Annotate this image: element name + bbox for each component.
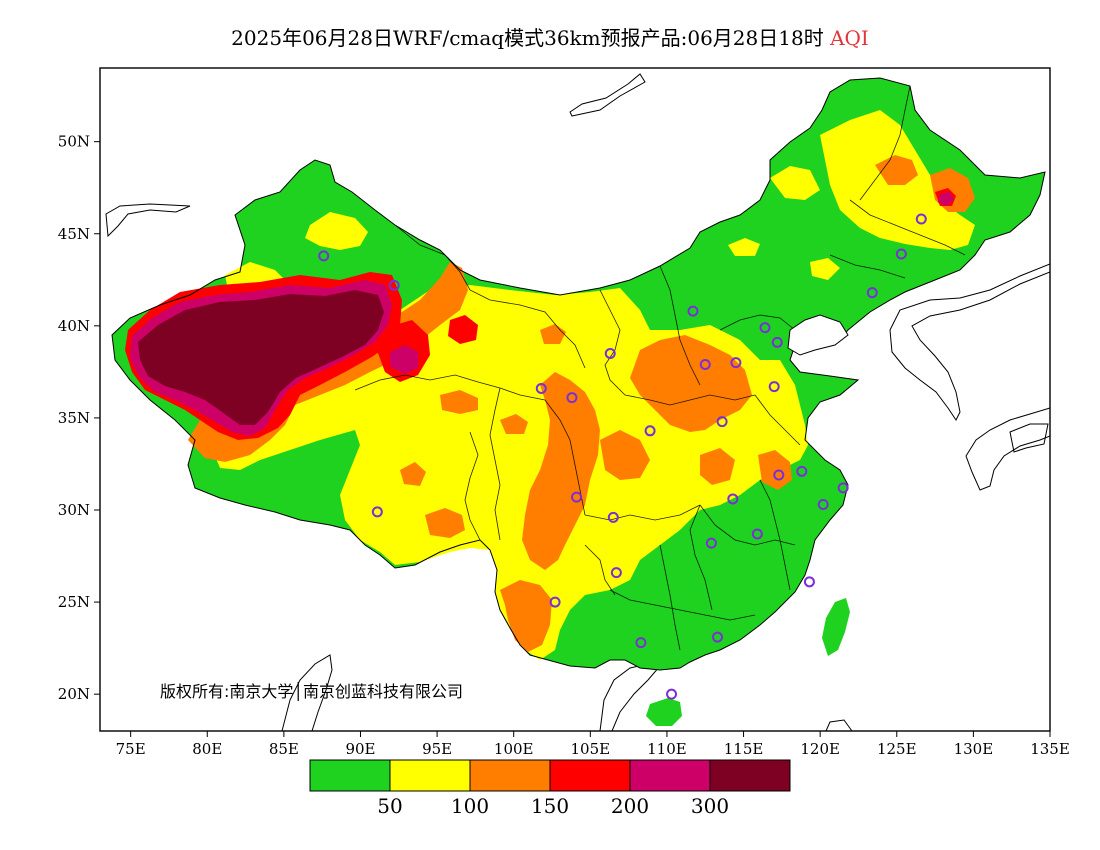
- legend-swatch: [709, 759, 791, 792]
- x-tick-label: 90E: [345, 740, 375, 758]
- city-marker: [837, 482, 849, 494]
- bohai-sea: [787, 314, 849, 356]
- color-legend: 50 100 150 200 300: [309, 759, 791, 818]
- city-marker: [666, 688, 678, 700]
- city-marker: [759, 322, 771, 334]
- city-marker: [388, 279, 400, 291]
- city-marker: [371, 506, 383, 518]
- city-marker: [318, 250, 330, 262]
- hainan-region: [646, 698, 682, 726]
- city-marker: [751, 528, 763, 540]
- y-tick-label: 40N: [58, 317, 90, 335]
- city-marker: [644, 425, 656, 437]
- y-tick-label: 45N: [58, 225, 90, 243]
- x-tick-label: 75E: [116, 740, 146, 758]
- copyright-text: 版权所有:南京大学│南京创蓝科技有限公司: [160, 681, 463, 701]
- city-marker: [535, 382, 547, 394]
- city-marker: [727, 493, 739, 505]
- legend-swatch: [309, 759, 391, 792]
- city-marker: [566, 392, 578, 404]
- x-tick-label: 120E: [800, 740, 840, 758]
- legend-swatch: [629, 759, 711, 792]
- x-tick-label: 130E: [954, 740, 994, 758]
- city-marker: [607, 511, 619, 523]
- y-tick-label: 35N: [58, 409, 90, 427]
- map-frame: [99, 67, 1051, 732]
- legend-label: 100: [451, 794, 489, 818]
- aqi-level-hazardous-regions: [138, 290, 384, 425]
- x-tick-label: 110E: [647, 740, 687, 758]
- city-marker: [549, 596, 561, 608]
- city-marker: [803, 576, 815, 588]
- legend-label: 50: [377, 794, 402, 818]
- x-tick-label: 125E: [877, 740, 917, 758]
- x-axis-ticks: 75E 80E 85E 90E 95E 100E 105E 110E 115E 120E 125E 1…: [116, 731, 1070, 758]
- legend-swatch: [389, 759, 471, 792]
- city-marker: [866, 287, 878, 299]
- city-marker: [687, 305, 699, 317]
- city-marker: [712, 631, 723, 643]
- title-variable: AQI: [830, 26, 869, 50]
- province-borders: [354, 85, 966, 651]
- legend-label: 200: [611, 794, 649, 818]
- y-tick-label: 25N: [58, 593, 90, 611]
- x-tick-label: 85E: [269, 740, 299, 758]
- legend-label: 300: [691, 794, 729, 818]
- x-tick-label: 135E: [1030, 740, 1070, 758]
- x-tick-label: 115E: [724, 740, 764, 758]
- city-marker: [771, 336, 783, 348]
- city-marker: [817, 498, 829, 510]
- y-tick-label: 20N: [58, 685, 90, 703]
- city-marker: [716, 416, 728, 428]
- city-marker: [604, 347, 616, 359]
- legend-label: 150: [531, 794, 569, 818]
- city-marker: [773, 469, 785, 481]
- city-marker: [571, 491, 583, 503]
- x-tick-label: 80E: [192, 740, 222, 758]
- legend-swatch: [549, 759, 631, 792]
- map-field-layer: 版权所有:南京大学│南京创蓝科技有限公司: [105, 73, 1050, 731]
- x-tick-label: 100E: [494, 740, 534, 758]
- city-marker: [610, 567, 622, 579]
- city-marker: [635, 637, 647, 649]
- city-marker: [705, 537, 717, 549]
- x-tick-label: 105E: [571, 740, 611, 758]
- city-marker: [699, 359, 711, 371]
- x-tick-label: 95E: [422, 740, 452, 758]
- taiwan-region: [822, 598, 850, 656]
- map-title: 2025年06月28日WRF/cmaq模式36km预报产品:06月28日18时 …: [0, 22, 1100, 51]
- city-marker: [915, 213, 927, 225]
- city-marker: [768, 381, 780, 393]
- y-tick-label: 30N: [58, 501, 90, 519]
- city-markers: [318, 213, 927, 700]
- city-marker: [796, 465, 808, 477]
- legend-swatch: [469, 759, 551, 792]
- y-axis-ticks: 20N 25N 30N 35N 40N 45N 50N: [58, 133, 100, 703]
- city-marker: [730, 357, 742, 369]
- title-text: 2025年06月28日WRF/cmaq模式36km预报产品:06月28日18时: [231, 26, 824, 50]
- y-tick-label: 50N: [58, 133, 90, 151]
- city-marker: [895, 248, 907, 260]
